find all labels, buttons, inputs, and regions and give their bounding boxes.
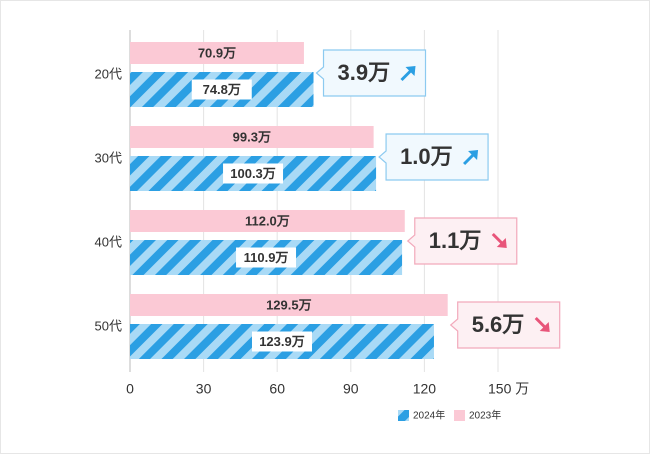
value-label: 129.5万 bbox=[266, 297, 312, 312]
arrow-head bbox=[405, 66, 416, 76]
y-tick-label: 50代 bbox=[95, 318, 122, 333]
y-tick-label: 40代 bbox=[95, 234, 122, 249]
annotation-label: 1.0万 bbox=[400, 144, 453, 169]
annotation-label: 3.9万 bbox=[338, 60, 391, 85]
legend-swatch bbox=[398, 410, 409, 421]
value-label: 70.9万 bbox=[198, 45, 236, 60]
value-label: 100.3万 bbox=[230, 166, 276, 181]
value-label: 99.3万 bbox=[233, 129, 271, 144]
value-label-bg bbox=[251, 331, 312, 352]
bar bbox=[130, 42, 304, 64]
legend-label: 2024年 bbox=[413, 409, 445, 422]
annotation-label: 5.6万 bbox=[472, 312, 525, 337]
arrow-head bbox=[539, 322, 550, 332]
x-tick-label: 120 bbox=[413, 381, 437, 397]
value-label-bg bbox=[191, 79, 252, 100]
value-label: 123.9万 bbox=[259, 334, 305, 349]
bar bbox=[130, 210, 405, 232]
x-tick-label: 150 万 bbox=[488, 381, 529, 397]
value-label: 112.0万 bbox=[245, 213, 290, 228]
annotation-label: 1.1万 bbox=[429, 228, 482, 253]
value-label-bg bbox=[236, 247, 297, 268]
annotation-box bbox=[315, 49, 427, 97]
y-tick-label: 20代 bbox=[95, 66, 122, 81]
annotation-box bbox=[449, 301, 561, 349]
x-tick-label: 30 bbox=[196, 381, 212, 397]
value-label-bg bbox=[223, 163, 284, 184]
bar bbox=[130, 294, 448, 316]
value-label: 74.8万 bbox=[203, 82, 241, 97]
x-tick-label: 90 bbox=[343, 381, 359, 397]
value-label: 110.9万 bbox=[244, 250, 289, 265]
legend-swatch bbox=[454, 410, 465, 421]
bar bbox=[130, 126, 374, 148]
arrow-head bbox=[468, 150, 479, 160]
legend-label: 2023年 bbox=[469, 409, 501, 422]
annotation-box bbox=[378, 133, 489, 181]
x-tick-label: 0 bbox=[126, 381, 134, 397]
y-tick-label: 30代 bbox=[95, 150, 122, 165]
annotation-box bbox=[406, 217, 518, 265]
arrow-head bbox=[496, 238, 507, 248]
x-tick-label: 60 bbox=[269, 381, 285, 397]
